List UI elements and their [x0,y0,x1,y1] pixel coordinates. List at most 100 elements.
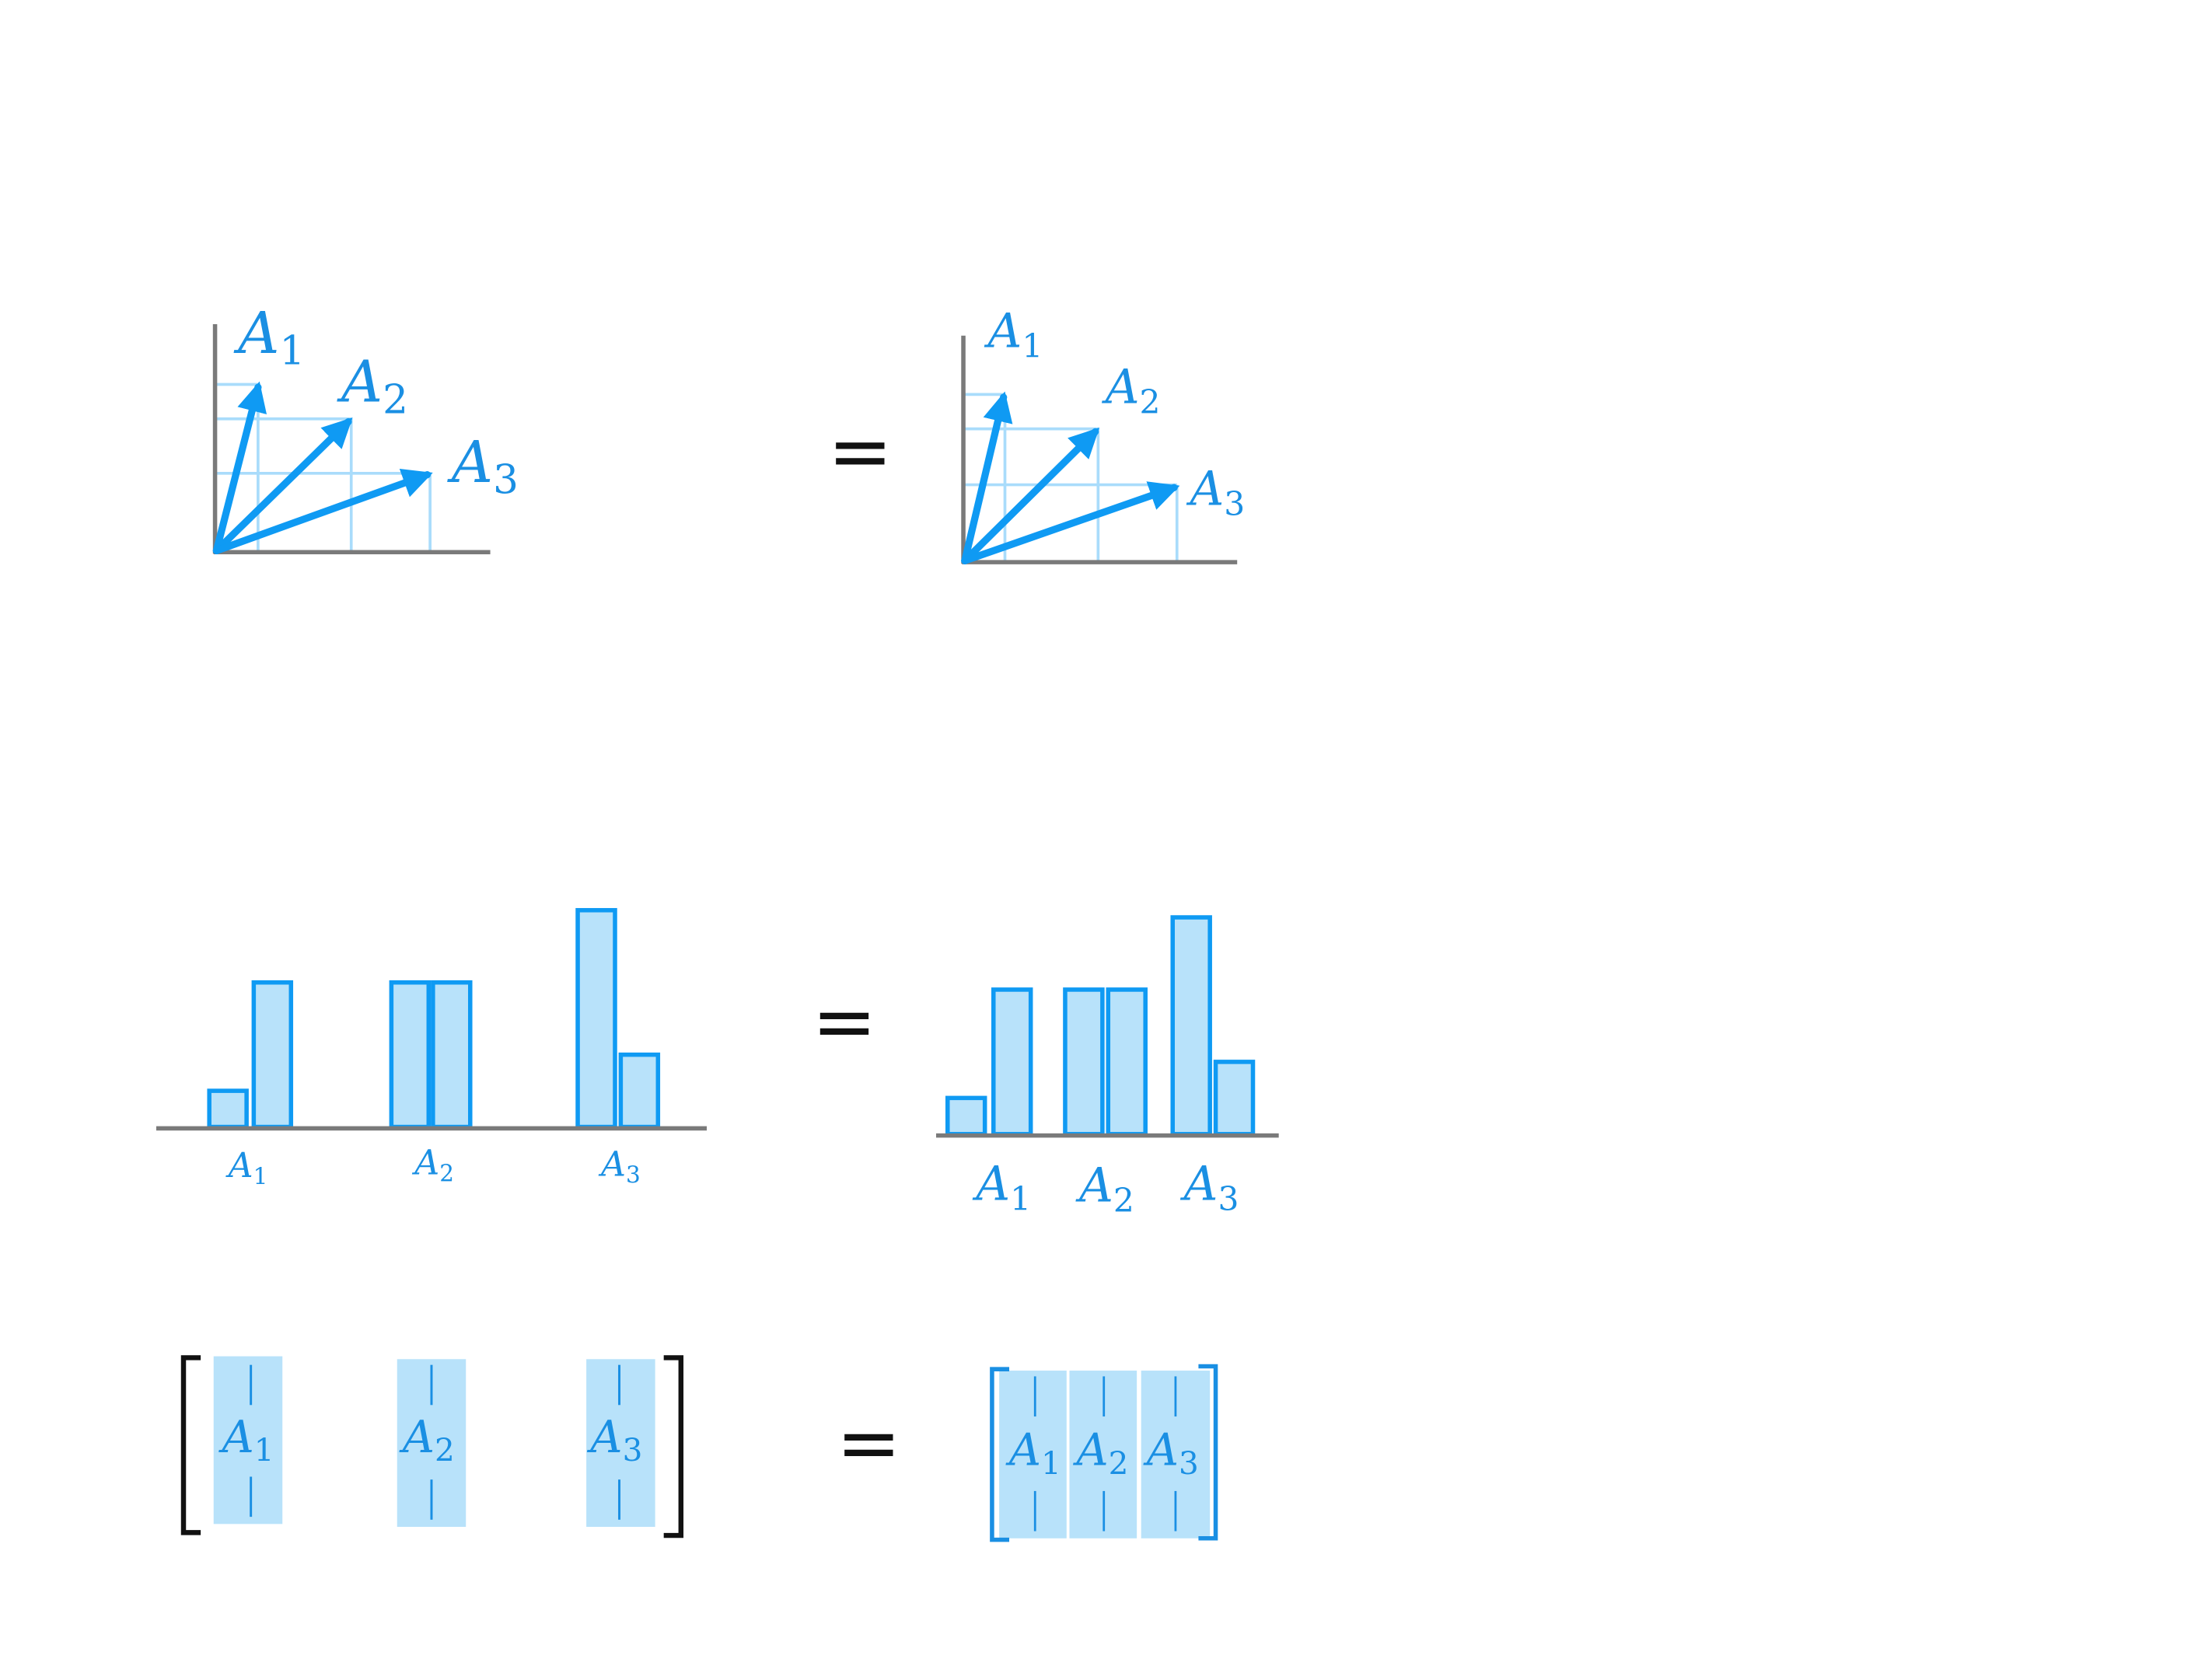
column-a3-label: A3 [1143,1425,1199,1482]
bar-a2-component-1 [1063,987,1105,1137]
column-a3-label: A3 [586,1412,642,1469]
label-subscript: 3 [1179,1444,1199,1482]
label-subscript: 2 [383,376,408,423]
label-subscript: 1 [1022,327,1043,365]
column-a1: A1 [213,1356,283,1525]
bar-a1-label: A1 [225,1146,268,1189]
column-a2-label: A2 [399,1412,455,1469]
label-subscript: 3 [1224,484,1245,522]
label-base: A [233,301,279,367]
vector-labels: A1 A2 A3 [233,301,519,504]
label-subscript: 1 [253,1163,268,1189]
vector-labels: A1 A2 A3 [984,305,1245,523]
bar-a3-component-1 [575,908,617,1130]
label-base: A [1072,1425,1108,1476]
label-subscript: 2 [1109,1444,1129,1482]
label-subscript: 1 [1041,1444,1061,1482]
right-bracket [1198,1364,1218,1541]
equals-sign: = [837,1399,901,1488]
left-bracket [990,1367,1010,1542]
label-base: A [411,1143,439,1182]
label-base: A [399,1412,435,1463]
vector-a3-label: A3 [447,430,519,504]
label-subscript: 3 [1218,1180,1239,1218]
vector-a2-label: A2 [337,350,408,424]
label-subscript: 1 [1010,1180,1031,1218]
label-subscript: 1 [279,328,305,375]
bar-a3-component-1 [1170,915,1212,1137]
label-subscript: 3 [623,1431,643,1469]
label-base: A [1075,1158,1113,1213]
label-base: A [1180,1158,1218,1212]
label-subscript: 1 [254,1431,274,1469]
label-base: A [337,350,383,416]
bar-plot-left: A1 A2 A3 [156,908,707,1189]
label-base: A [984,305,1022,359]
label-base: A [598,1144,626,1184]
vector-arrows [961,391,1180,564]
matrix-right: A1 A2 A3 [990,1364,1218,1542]
label-base: A [225,1146,253,1186]
column-fill [213,1356,283,1525]
column-a2-label: A2 [1072,1425,1128,1482]
label-base: A [218,1412,253,1463]
vector-a2-label: A2 [1102,360,1161,421]
bar-group-container [945,915,1256,1137]
bar-a2-component-1 [389,980,432,1130]
bar-a3-component-2 [1213,1060,1256,1137]
label-subscript: 3 [626,1161,641,1188]
label-subscript: 2 [1140,382,1161,421]
bar-a1-component-1 [945,1095,987,1137]
bar-a2-label: A2 [411,1143,454,1186]
vector-a2-arrow [212,417,353,554]
bar-a3-label: A3 [598,1144,641,1188]
label-base: A [586,1412,622,1463]
column-a2: A2 [397,1359,467,1528]
equals-sign: = [812,977,876,1067]
label-subscript: 2 [439,1161,454,1187]
vector-a1-label: A1 [233,301,305,375]
column-a3: A3 [586,1359,655,1528]
vector-plot-right: A1 A2 A3 [961,305,1245,564]
vector-a3-arrow [961,481,1180,564]
column-a1-label: A1 [1005,1425,1061,1482]
bar-a1-component-1 [207,1088,249,1130]
column-a1-label: A1 [218,1412,274,1469]
vector-a3-arrow [212,468,433,554]
equals-sign: = [828,407,893,496]
vector-a2-arrow [961,427,1100,564]
label-subscript: 3 [493,457,519,504]
bar-a1-label: A1 [972,1158,1031,1218]
vector-a1-label: A1 [984,305,1043,365]
bar-a2-component-2 [1106,987,1148,1137]
column-fill [586,1359,655,1528]
vector-arrows [212,381,433,554]
label-base: A [447,430,493,496]
column-a1-fill [999,1371,1067,1539]
label-subscript: 2 [1113,1181,1134,1219]
label-base: A [1102,360,1140,414]
right-bracket [663,1355,684,1539]
bar-labels: A1 A2 A3 [225,1143,641,1189]
matrix-left: A1 A2 A3 [180,1355,684,1539]
bar-a1-component-2 [251,980,294,1130]
vector-plot-left: A1 A2 A3 [212,301,519,554]
bar-a3-label: A3 [1180,1158,1239,1218]
label-base: A [1005,1425,1041,1476]
column-bars [1033,1376,1177,1532]
label-base: A [1143,1425,1179,1476]
bar-a3-component-2 [618,1052,661,1130]
bar-a1-component-2 [991,987,1033,1137]
vector-a1-arrow [961,391,1013,564]
bar-labels: A1 A2 A3 [972,1158,1239,1220]
bar-plot-right: A1 A2 A3 [936,915,1279,1220]
bar-group-container [207,908,661,1130]
vector-a3-label: A3 [1186,462,1245,522]
left-bracket [180,1355,201,1535]
bar-a2-component-2 [431,980,473,1130]
label-base: A [972,1158,1010,1212]
bar-a2-label: A2 [1075,1158,1134,1219]
label-base: A [1186,462,1224,516]
vector-a1-arrow [212,381,267,554]
